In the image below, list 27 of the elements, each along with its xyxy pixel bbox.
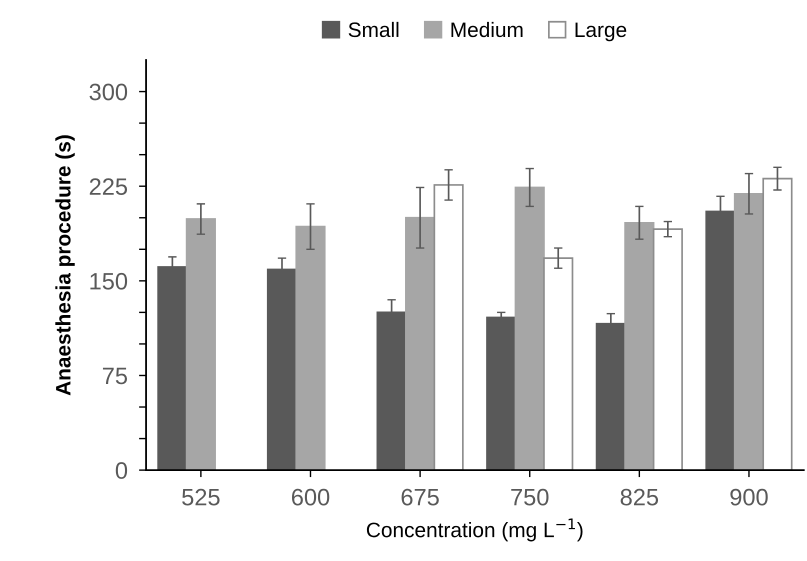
y-tick-label: 225 bbox=[90, 178, 128, 195]
x-tick-label: 825 bbox=[620, 488, 658, 506]
bar bbox=[434, 184, 464, 470]
bar bbox=[514, 186, 545, 470]
legend-label: Large bbox=[576, 22, 626, 42]
x-tick-label: 675 bbox=[402, 488, 439, 506]
y-tick-label: 300 bbox=[90, 84, 128, 100]
bar bbox=[186, 218, 216, 470]
bar bbox=[762, 178, 793, 470]
y-tick-label: 0 bbox=[116, 462, 128, 479]
bar bbox=[295, 226, 326, 470]
y-tick-label: 150 bbox=[90, 272, 128, 290]
x-tick-label: 600 bbox=[292, 488, 330, 506]
bar bbox=[624, 222, 654, 470]
x-tick-label: 900 bbox=[730, 488, 768, 506]
x-tick-label: 525 bbox=[182, 488, 220, 506]
x-axis-title: Concentration (mg L$^{−1}$) bbox=[366, 518, 583, 542]
bar bbox=[405, 216, 436, 470]
y-tick-label: 75 bbox=[102, 368, 128, 384]
bar bbox=[734, 192, 764, 470]
y-axis-title: Anaesthesia procedure (s) bbox=[55, 135, 75, 396]
bar bbox=[652, 228, 683, 470]
x-tick-label: 750 bbox=[511, 488, 549, 506]
bar bbox=[486, 316, 516, 470]
legend-label: Small bbox=[348, 22, 398, 38]
legend-label: Medium bbox=[451, 22, 523, 38]
bar bbox=[543, 257, 574, 470]
